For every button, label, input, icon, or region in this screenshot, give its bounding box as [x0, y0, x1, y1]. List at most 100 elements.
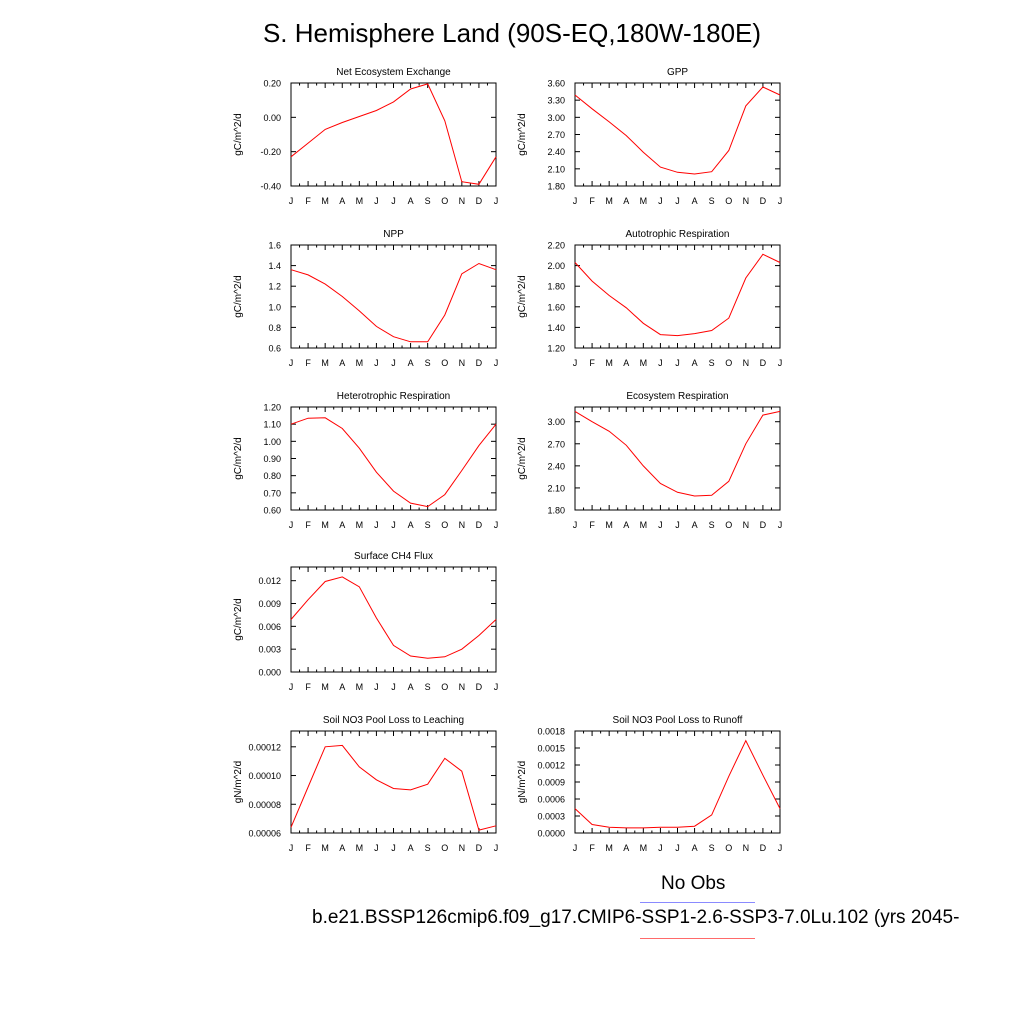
x-tick-label: F	[589, 843, 595, 853]
x-tick-label: N	[459, 196, 466, 206]
y-axis-label: gN/m^2/d	[233, 761, 244, 804]
x-tick-label: D	[476, 682, 483, 692]
y-tick-label: 1.60	[547, 302, 565, 312]
y-tick-label: 0.00008	[248, 800, 281, 810]
y-tick-label: 1.00	[263, 437, 281, 447]
x-tick-label: D	[760, 196, 767, 206]
x-tick-label: J	[289, 358, 294, 368]
x-tick-label: J	[391, 520, 396, 530]
x-tick-label: M	[321, 843, 329, 853]
x-tick-label: A	[692, 358, 698, 368]
x-tick-label: J	[374, 843, 379, 853]
page-title: S. Hemisphere Land (90S-EQ,180W-180E)	[262, 18, 762, 48]
x-tick-label: S	[709, 358, 715, 368]
x-tick-label: M	[321, 682, 329, 692]
panel-title: GPP	[667, 67, 688, 78]
x-tick-label: J	[289, 196, 294, 206]
x-tick-label: F	[589, 358, 595, 368]
y-axis-label: gC/m^2/d	[233, 113, 244, 156]
x-tick-label: A	[408, 843, 414, 853]
series-line	[290, 744, 497, 831]
plot-frame	[290, 244, 497, 349]
x-tick-label: A	[692, 843, 698, 853]
y-tick-label: 0.0009	[537, 778, 565, 788]
x-tick-label: N	[459, 520, 466, 530]
x-tick-label: M	[356, 682, 364, 692]
y-tick-label: 0.009	[258, 599, 281, 609]
series-line	[290, 576, 497, 659]
x-tick-label: J	[675, 843, 680, 853]
y-tick-label: 2.70	[547, 439, 565, 449]
x-tick-label: J	[494, 520, 499, 530]
y-tick-label: 2.00	[547, 261, 565, 271]
panel-title: Autotrophic Respiration	[626, 229, 730, 240]
x-tick-label: J	[494, 843, 499, 853]
y-tick-label: 0.00010	[248, 771, 281, 781]
x-tick-label: O	[725, 843, 732, 853]
x-tick-label: J	[374, 682, 379, 692]
y-tick-label: 0.012	[258, 576, 281, 586]
x-tick-label: J	[675, 196, 680, 206]
x-tick-label: J	[494, 682, 499, 692]
y-tick-label: 3.00	[547, 113, 565, 123]
y-tick-label: 3.60	[547, 79, 565, 89]
y-tick-label: 1.4	[268, 261, 281, 271]
y-tick-label: 1.20	[263, 403, 281, 413]
x-tick-label: M	[640, 520, 648, 530]
plot-frame	[574, 406, 781, 511]
legend-model-line	[640, 938, 755, 939]
y-tick-label: 2.40	[547, 461, 565, 471]
x-tick-label: O	[441, 843, 448, 853]
y-axis-label: gN/m^2/d	[517, 761, 528, 804]
plot-frame	[574, 244, 781, 349]
x-tick-label: A	[408, 358, 414, 368]
y-tick-label: 0.90	[263, 454, 281, 464]
y-tick-label: 1.80	[547, 282, 565, 292]
x-tick-label: M	[640, 358, 648, 368]
x-tick-label: O	[441, 520, 448, 530]
plot-frame	[290, 406, 497, 511]
x-tick-label: J	[658, 358, 663, 368]
x-tick-label: J	[675, 520, 680, 530]
x-tick-label: F	[305, 358, 311, 368]
x-tick-label: D	[476, 196, 483, 206]
x-tick-label: N	[459, 843, 466, 853]
x-tick-label: M	[605, 843, 613, 853]
y-tick-label: 0.6	[268, 344, 281, 354]
y-tick-label: 0.00012	[248, 742, 281, 752]
x-tick-label: D	[760, 358, 767, 368]
series-line	[290, 83, 497, 185]
x-tick-label: A	[339, 520, 345, 530]
x-tick-label: D	[760, 520, 767, 530]
x-tick-label: O	[441, 682, 448, 692]
x-tick-label: J	[391, 682, 396, 692]
x-tick-label: J	[391, 358, 396, 368]
x-tick-label: F	[305, 196, 311, 206]
panel-title: Surface CH4 Flux	[354, 551, 433, 562]
x-tick-label: J	[374, 520, 379, 530]
x-tick-label: N	[743, 520, 750, 530]
x-tick-label: A	[408, 520, 414, 530]
y-tick-label: 1.0	[268, 302, 281, 312]
x-tick-label: M	[356, 843, 364, 853]
series-line	[574, 410, 781, 497]
x-tick-label: A	[339, 843, 345, 853]
x-tick-label: J	[778, 196, 783, 206]
x-tick-label: J	[658, 196, 663, 206]
x-tick-label: J	[289, 682, 294, 692]
y-tick-label: 0.00006	[248, 829, 281, 839]
y-axis-label: gC/m^2/d	[517, 437, 528, 480]
x-tick-label: A	[623, 843, 629, 853]
x-tick-label: M	[356, 196, 364, 206]
y-tick-label: 0.8	[268, 323, 281, 333]
y-tick-label: 0.006	[258, 622, 281, 632]
x-tick-label: D	[476, 843, 483, 853]
panel-7: Soil NO3 Pool Loss to Leaching gN/m^2/d J F…	[233, 715, 498, 853]
panel-title: Heterotrophic Respiration	[337, 391, 450, 402]
x-tick-label: F	[589, 520, 595, 530]
x-tick-label: F	[589, 196, 595, 206]
y-tick-label: 0.0015	[537, 744, 565, 754]
x-tick-label: A	[623, 358, 629, 368]
x-tick-label: J	[573, 843, 578, 853]
